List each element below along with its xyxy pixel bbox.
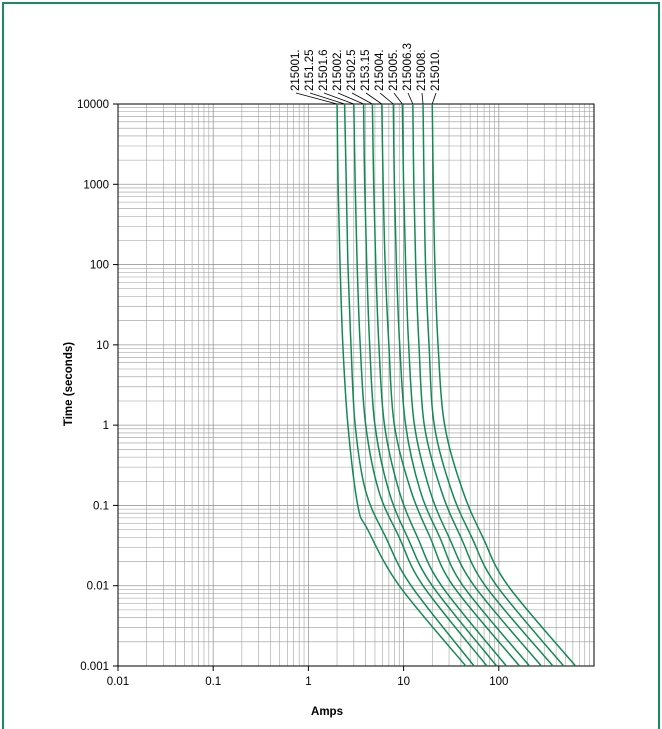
series-label: 215010. <box>430 49 442 91</box>
series-label-leader <box>421 92 424 105</box>
series-curve <box>336 103 467 667</box>
series-label: 2153.15 <box>360 49 372 91</box>
series-curve <box>371 103 507 667</box>
series-curve <box>362 103 498 667</box>
series-curve <box>353 103 488 667</box>
y-axis-title: Time (seconds) <box>63 342 75 426</box>
y-tick-label: 10 <box>96 340 109 352</box>
series-labels: 215001. 2151.25 21501.6 215002. 21502.5 2153.… <box>290 43 442 105</box>
x-tick-label: 10 <box>397 676 410 688</box>
x-tick-label: 0.01 <box>107 676 129 688</box>
series-curve <box>381 103 521 667</box>
y-tick-label: 0.01 <box>87 581 109 593</box>
series-curve <box>343 103 475 667</box>
y-tick-labels: 0.001 0.01 0.1 1 10 100 1000 10000 <box>77 99 118 673</box>
y-tick-label: 10000 <box>77 99 109 111</box>
series-curve <box>422 103 565 667</box>
series-label: 21501.6 <box>318 49 330 91</box>
series-label: 215002. <box>332 49 344 91</box>
series-label-leader <box>365 92 383 105</box>
series-label-leader <box>379 92 394 105</box>
axes <box>117 103 595 667</box>
series-curves <box>336 103 577 667</box>
series-label: 2151.25 <box>304 49 316 91</box>
x-tick-labels: 0.01 0.1 1 10 100 <box>107 666 508 688</box>
series-label-leader <box>295 92 338 105</box>
x-tick-label: 100 <box>489 676 508 688</box>
y-tick-label: 0.001 <box>80 661 109 673</box>
plot-area-border <box>117 103 595 667</box>
series-label: 215008. <box>416 49 428 91</box>
x-axis-title: Amps <box>311 706 343 718</box>
series-label: 215006.3 <box>402 43 414 91</box>
series-label-leader <box>393 92 403 105</box>
series-label: 21502.5 <box>346 49 358 91</box>
series-curve <box>412 103 554 667</box>
series-curve <box>401 103 542 667</box>
series-label: 215001. <box>290 49 302 91</box>
x-tick-label: 1 <box>305 676 311 688</box>
y-tick-label: 1000 <box>83 179 109 191</box>
series-label-leader <box>407 92 414 105</box>
series-label-leader <box>431 92 437 105</box>
y-tick-label: 0.1 <box>93 500 109 512</box>
series-label-leader <box>309 92 345 105</box>
series-label-leader <box>351 92 373 105</box>
series-curve <box>392 103 531 667</box>
series-curve <box>431 103 577 667</box>
y-tick-label: 1 <box>103 420 109 432</box>
series-label: 215005. <box>388 49 400 91</box>
series-label-leader <box>337 92 364 105</box>
y-tick-label: 100 <box>90 260 109 272</box>
series-label: 215004. <box>374 49 386 91</box>
x-tick-label: 0.1 <box>205 676 221 688</box>
series-label-leader <box>323 92 354 105</box>
